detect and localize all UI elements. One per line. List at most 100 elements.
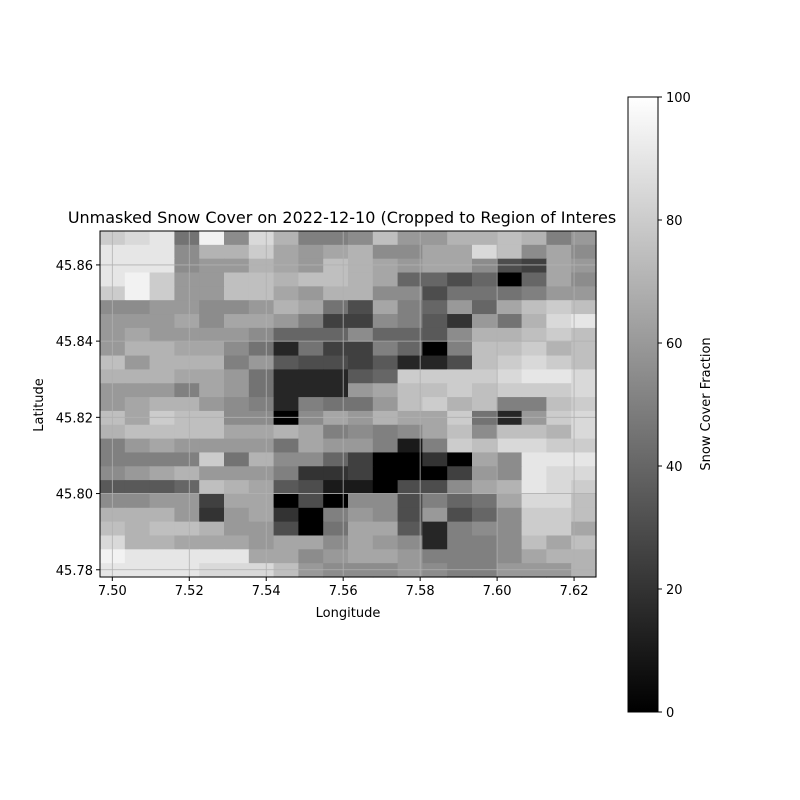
heatmap-cell xyxy=(472,231,498,246)
heatmap-cell xyxy=(447,369,473,384)
heatmap-cell xyxy=(174,535,200,550)
colorbar xyxy=(627,96,659,713)
heatmap-cell xyxy=(224,258,250,274)
heatmap-cell xyxy=(348,507,374,523)
heatmap-cell xyxy=(199,438,225,454)
heatmap-cell xyxy=(472,341,498,357)
heatmap-cell xyxy=(472,327,498,343)
heatmap-cell xyxy=(372,438,399,454)
heatmap-cell xyxy=(348,521,374,537)
heatmap-cell xyxy=(298,355,324,370)
heatmap-cell xyxy=(372,563,399,578)
heatmap-cell xyxy=(199,341,225,357)
heatmap-cell xyxy=(571,231,597,246)
y-tick-label: 45.78 xyxy=(56,564,93,579)
x-tick-label: 7.56 xyxy=(329,584,358,599)
heatmap-cell xyxy=(124,424,151,440)
heatmap-cell xyxy=(422,535,448,550)
heatmap-cell xyxy=(447,231,473,246)
heatmap-cell xyxy=(224,521,250,537)
heatmap-cell xyxy=(397,493,423,509)
colorbar-tick-label: 60 xyxy=(666,337,683,352)
heatmap-cell xyxy=(149,493,175,509)
heatmap-cell xyxy=(273,521,299,537)
heatmap-cell xyxy=(149,272,175,287)
heatmap-cell xyxy=(248,452,275,467)
heatmap-cell xyxy=(521,563,547,578)
heatmap-cell xyxy=(124,286,151,301)
heatmap-cell xyxy=(472,493,498,509)
heatmap-cell xyxy=(521,231,547,246)
heatmap-cell xyxy=(496,244,523,260)
heatmap-cell xyxy=(323,341,349,357)
colorbar-tick-label: 20 xyxy=(666,583,683,598)
heatmap-cell xyxy=(546,244,572,260)
heatmap-cell xyxy=(447,438,473,454)
heatmap-cell xyxy=(397,507,423,523)
heatmap-cell xyxy=(199,521,225,537)
colorbar-tick-label: 80 xyxy=(666,214,683,229)
heatmap-cell xyxy=(422,244,448,260)
y-axis: 45.78 45.80 45.82 45.84 45.86 xyxy=(56,259,100,579)
heatmap-cell xyxy=(521,300,547,315)
heatmap-cell xyxy=(472,452,498,467)
heatmap-cell xyxy=(248,397,275,412)
heatmap-cell xyxy=(447,286,473,301)
heatmap-cell xyxy=(149,563,175,578)
heatmap-cell xyxy=(199,258,225,274)
heatmap-cell xyxy=(174,341,200,357)
heatmap-cell xyxy=(447,244,473,260)
heatmap-cell xyxy=(372,383,399,398)
heatmap-cell xyxy=(124,341,151,357)
heatmap-cell xyxy=(372,369,399,384)
heatmap-cell xyxy=(273,314,299,329)
heatmap-cell xyxy=(571,438,597,454)
heatmap-cell xyxy=(546,369,572,384)
heatmap-cell xyxy=(174,258,200,274)
heatmap-cell xyxy=(372,300,399,315)
heatmap-cell xyxy=(521,355,547,370)
heatmap-cell xyxy=(472,300,498,315)
heatmap-cell xyxy=(174,480,200,495)
heatmap-cell xyxy=(273,397,299,412)
heatmap-cell xyxy=(323,314,349,329)
heatmap-cell xyxy=(273,327,299,343)
heatmap-cell xyxy=(472,314,498,329)
heatmap-cell xyxy=(348,480,374,495)
heatmap-cell xyxy=(496,410,523,426)
heatmap-cell xyxy=(199,466,225,481)
heatmap-cell xyxy=(348,327,374,343)
heatmap-cell xyxy=(397,466,423,481)
heatmap-cell xyxy=(224,563,250,578)
heatmap-cell xyxy=(323,466,349,481)
heatmap-cell xyxy=(472,244,498,260)
heatmap-cell xyxy=(224,452,250,467)
heatmap-cell xyxy=(323,300,349,315)
heatmap-cell xyxy=(496,355,523,370)
heatmap-cell xyxy=(422,272,448,287)
heatmap-cell xyxy=(323,369,349,384)
heatmap-cell xyxy=(273,383,299,398)
heatmap-cell xyxy=(323,410,349,426)
heatmap-cell xyxy=(447,424,473,440)
heatmap-cell xyxy=(149,341,175,357)
heatmap-cell xyxy=(174,314,200,329)
heatmap-cell xyxy=(248,244,275,260)
heatmap-cell xyxy=(472,258,498,274)
heatmap-cell xyxy=(546,535,572,550)
heatmap-cell xyxy=(397,314,423,329)
heatmap-cell xyxy=(174,424,200,440)
heatmap-cell xyxy=(174,507,200,523)
heatmap-cell xyxy=(422,258,448,274)
heatmap-cell xyxy=(224,300,250,315)
heatmap-cell xyxy=(422,521,448,537)
colorbar-tick-label: 0 xyxy=(666,706,674,721)
heatmap-cell xyxy=(546,300,572,315)
heatmap-cell xyxy=(422,300,448,315)
heatmap-cell xyxy=(447,493,473,509)
heatmap-cell xyxy=(372,410,399,426)
heatmap-cell xyxy=(199,563,225,578)
heatmap-cell xyxy=(422,480,448,495)
heatmap-cell xyxy=(224,231,250,246)
heatmap-cell xyxy=(397,549,423,564)
